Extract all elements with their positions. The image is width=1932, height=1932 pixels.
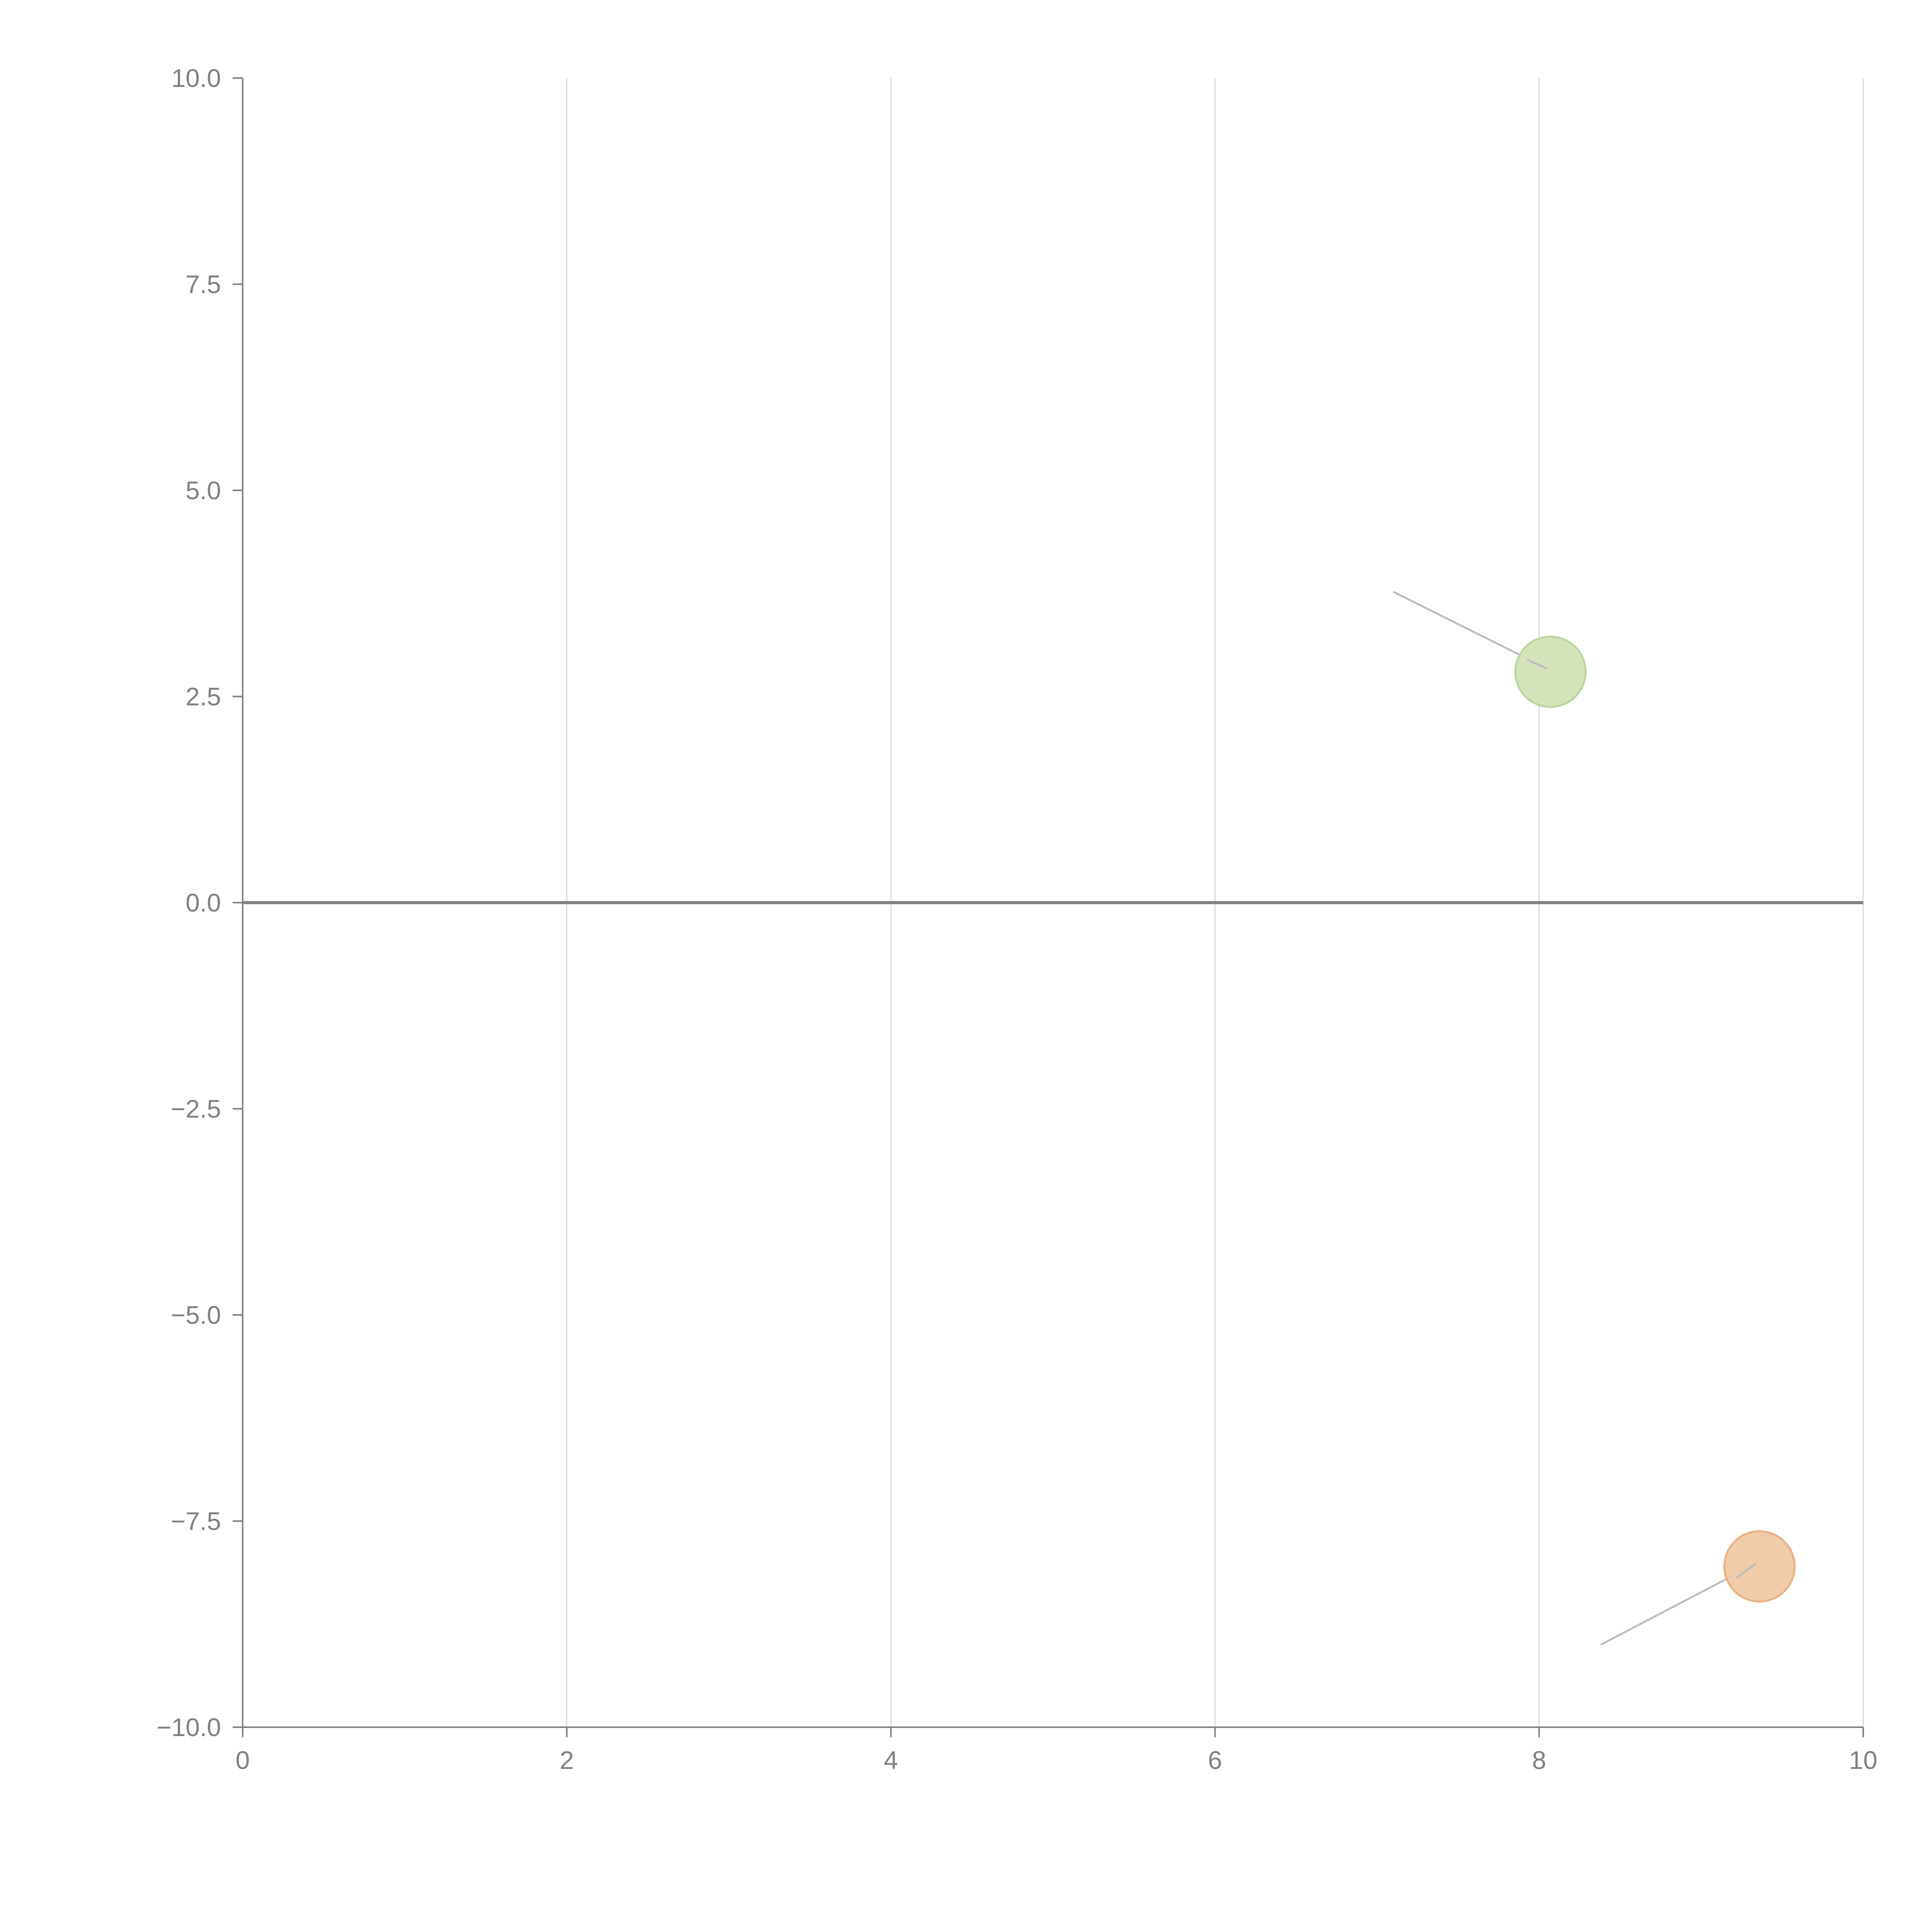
y-tick-label: 0.0	[185, 888, 221, 917]
y-tick-label: −10.0	[156, 1713, 221, 1742]
x-tick-label: 2	[560, 1746, 574, 1774]
data-point	[1514, 635, 1587, 708]
leader-line-tip	[1736, 1562, 1757, 1579]
data-point	[1723, 1530, 1796, 1603]
x-tick-label: 8	[1532, 1746, 1546, 1774]
y-tick-label: −2.5	[171, 1095, 221, 1123]
x-tick-label: 4	[884, 1746, 898, 1774]
x-tick-label: 10	[1849, 1746, 1877, 1774]
x-tick-label: 6	[1208, 1746, 1222, 1774]
y-tick-label: 2.5	[185, 682, 221, 711]
axis-layer: 10.0 7.5 5.0 2.5 0.0 −2.5 −5.0 −7.5 −10.0 0 2 4 6 8 10	[156, 64, 1878, 1774]
y-tick-label: −7.5	[171, 1507, 221, 1536]
y-tick-label: 5.0	[185, 476, 221, 505]
leader-line-tip	[1527, 659, 1548, 670]
y-tick-label: −5.0	[171, 1301, 221, 1329]
mark-layer	[1393, 591, 1796, 1646]
y-tick-label: 10.0	[172, 64, 221, 92]
x-tick-label: 0	[236, 1746, 250, 1774]
y-tick-label: 7.5	[185, 270, 221, 299]
